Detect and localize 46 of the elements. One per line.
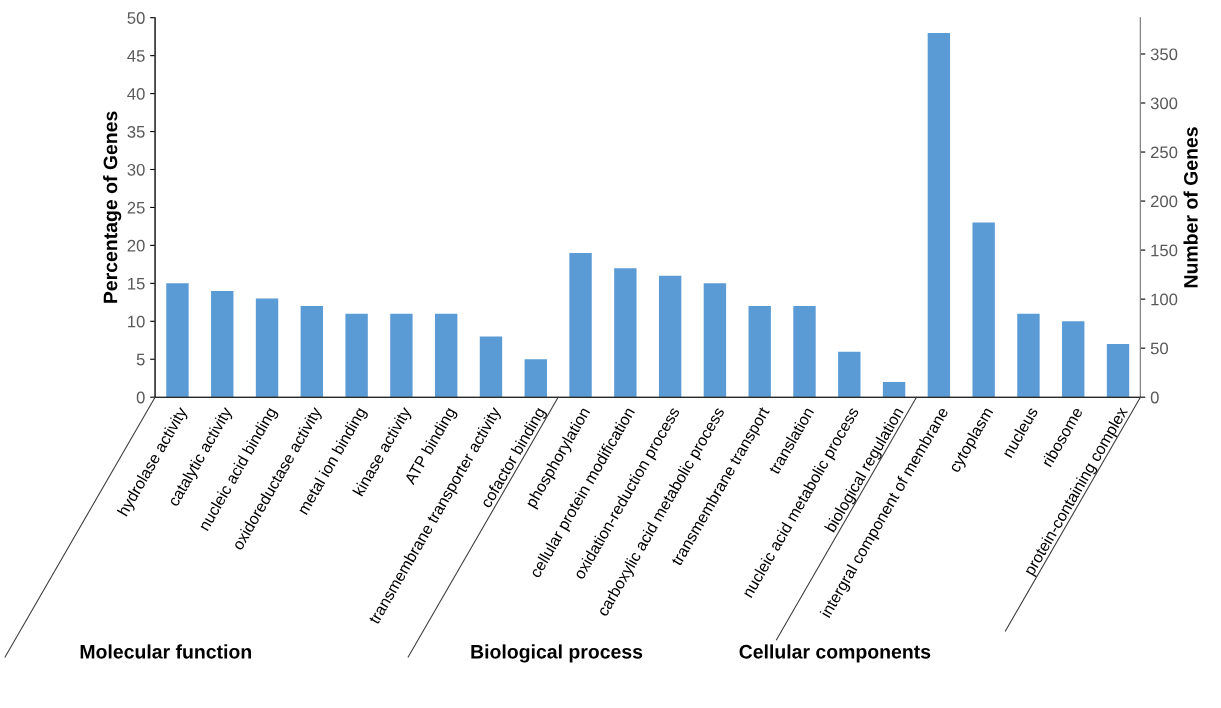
- bar: [972, 222, 995, 398]
- y2-axis-title: Number of Genes: [1183, 127, 1198, 288]
- bar: [390, 313, 413, 398]
- bar: [1062, 321, 1085, 398]
- y-tick-label: 45: [127, 50, 145, 62]
- y2-tick-label: 150: [1151, 244, 1178, 257]
- y-tick-label: 50: [127, 12, 145, 24]
- y-tick-label: 35: [127, 125, 145, 138]
- bar: [524, 359, 547, 398]
- y-axis-title: Percentage of Genes: [103, 111, 122, 303]
- y-tick-label: 40: [127, 88, 145, 100]
- bar: [748, 306, 771, 398]
- bar: [658, 275, 682, 398]
- bar: [166, 283, 189, 398]
- text: Molecular function: [80, 644, 252, 659]
- y2-tick-label: 100: [1151, 293, 1178, 306]
- y-tick-label: 20: [127, 239, 145, 252]
- bar: [300, 306, 324, 398]
- bar: [479, 336, 503, 398]
- bar: [569, 252, 592, 398]
- bar: [435, 313, 458, 398]
- bar: [838, 351, 861, 398]
- bar: [793, 306, 816, 398]
- y2-tick-label: 200: [1150, 195, 1178, 208]
- y-tick-label: 30: [127, 163, 145, 176]
- y-tick-label: 0: [136, 391, 145, 404]
- bar: [345, 313, 368, 398]
- bar: [882, 382, 906, 398]
- y2-tick-label: 300: [1150, 97, 1178, 110]
- bar: [1017, 313, 1040, 398]
- bar: [614, 268, 637, 398]
- text: Biological process: [471, 644, 643, 663]
- bar: [255, 298, 279, 398]
- bar: [703, 283, 727, 398]
- bar: [211, 290, 234, 398]
- y-tick-label: 15: [128, 277, 145, 290]
- y-tick-label: 10: [128, 315, 145, 328]
- y-tick-label: 25: [127, 201, 145, 214]
- y2-tick-label: 250: [1150, 146, 1178, 159]
- y2-tick-label: 50: [1150, 342, 1169, 355]
- y2-tick-label: 350: [1150, 48, 1178, 61]
- y-tick-label: 5: [136, 353, 145, 366]
- text: Cellular components: [739, 644, 931, 663]
- bar: [927, 32, 951, 398]
- bar: [1106, 344, 1130, 398]
- y2-tick-label: 0: [1150, 391, 1159, 404]
